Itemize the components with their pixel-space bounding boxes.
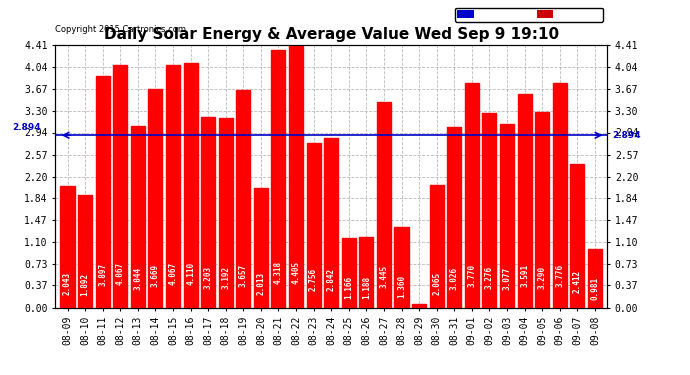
Bar bbox=[113, 65, 127, 308]
Text: 3.591: 3.591 bbox=[520, 264, 529, 287]
Text: 1.360: 1.360 bbox=[397, 275, 406, 298]
Bar bbox=[131, 126, 145, 308]
Text: 3.290: 3.290 bbox=[538, 266, 546, 289]
Bar bbox=[184, 63, 197, 308]
Bar bbox=[271, 51, 286, 308]
Bar bbox=[588, 249, 602, 308]
Bar bbox=[359, 237, 373, 308]
Text: 3.776: 3.776 bbox=[555, 263, 564, 286]
Text: 4.405: 4.405 bbox=[292, 260, 301, 284]
Bar bbox=[324, 138, 338, 308]
Text: 1.188: 1.188 bbox=[362, 276, 371, 299]
Text: 2.894: 2.894 bbox=[613, 131, 641, 140]
Bar bbox=[412, 304, 426, 307]
Bar bbox=[447, 128, 462, 308]
Text: 2.842: 2.842 bbox=[326, 268, 336, 291]
Text: 4.110: 4.110 bbox=[186, 262, 195, 285]
Bar bbox=[465, 83, 479, 308]
Text: 3.669: 3.669 bbox=[151, 264, 160, 287]
Bar bbox=[61, 186, 75, 308]
Text: 3.192: 3.192 bbox=[221, 266, 230, 290]
Bar bbox=[254, 188, 268, 308]
Bar bbox=[78, 195, 92, 308]
Bar bbox=[535, 112, 549, 308]
Bar bbox=[395, 226, 408, 308]
Text: 3.657: 3.657 bbox=[239, 264, 248, 287]
Text: 2.412: 2.412 bbox=[573, 270, 582, 293]
Text: 2.894: 2.894 bbox=[12, 123, 41, 132]
Bar bbox=[148, 89, 162, 308]
Text: 4.067: 4.067 bbox=[168, 262, 177, 285]
Text: 3.445: 3.445 bbox=[380, 265, 388, 288]
Text: 3.770: 3.770 bbox=[467, 264, 476, 286]
Text: 2.065: 2.065 bbox=[432, 272, 441, 295]
Title: Daily Solar Energy & Average Value Wed Sep 9 19:10: Daily Solar Energy & Average Value Wed S… bbox=[104, 27, 559, 42]
Text: 2.043: 2.043 bbox=[63, 272, 72, 295]
Bar bbox=[377, 102, 391, 308]
Text: Copyright 2015 Cartronics.com: Copyright 2015 Cartronics.com bbox=[55, 26, 186, 34]
Text: 3.276: 3.276 bbox=[485, 266, 494, 289]
Text: 3.077: 3.077 bbox=[502, 267, 511, 290]
Text: 3.026: 3.026 bbox=[450, 267, 459, 290]
Bar bbox=[500, 124, 514, 308]
Text: 2.013: 2.013 bbox=[257, 272, 266, 295]
Text: 3.203: 3.203 bbox=[204, 266, 213, 289]
Bar bbox=[201, 117, 215, 308]
Text: 0.981: 0.981 bbox=[591, 277, 600, 300]
Bar bbox=[166, 65, 180, 308]
Text: 4.318: 4.318 bbox=[274, 261, 283, 284]
Bar bbox=[219, 117, 233, 308]
Bar bbox=[430, 184, 444, 308]
Bar bbox=[570, 164, 584, 308]
Text: 4.067: 4.067 bbox=[116, 262, 125, 285]
Bar bbox=[342, 238, 356, 308]
Text: 2.756: 2.756 bbox=[309, 268, 318, 291]
Bar bbox=[289, 45, 303, 308]
Bar bbox=[482, 112, 496, 308]
Legend: Average  ($), Daily   ($): Average ($), Daily ($) bbox=[455, 8, 602, 22]
Text: 1.166: 1.166 bbox=[344, 276, 353, 299]
Text: 3.897: 3.897 bbox=[98, 263, 107, 286]
Bar bbox=[96, 75, 110, 308]
Bar bbox=[553, 83, 566, 308]
Text: 3.044: 3.044 bbox=[133, 267, 142, 290]
Bar bbox=[306, 144, 321, 308]
Text: 1.892: 1.892 bbox=[81, 272, 90, 296]
Bar bbox=[518, 94, 531, 308]
Bar bbox=[236, 90, 250, 308]
